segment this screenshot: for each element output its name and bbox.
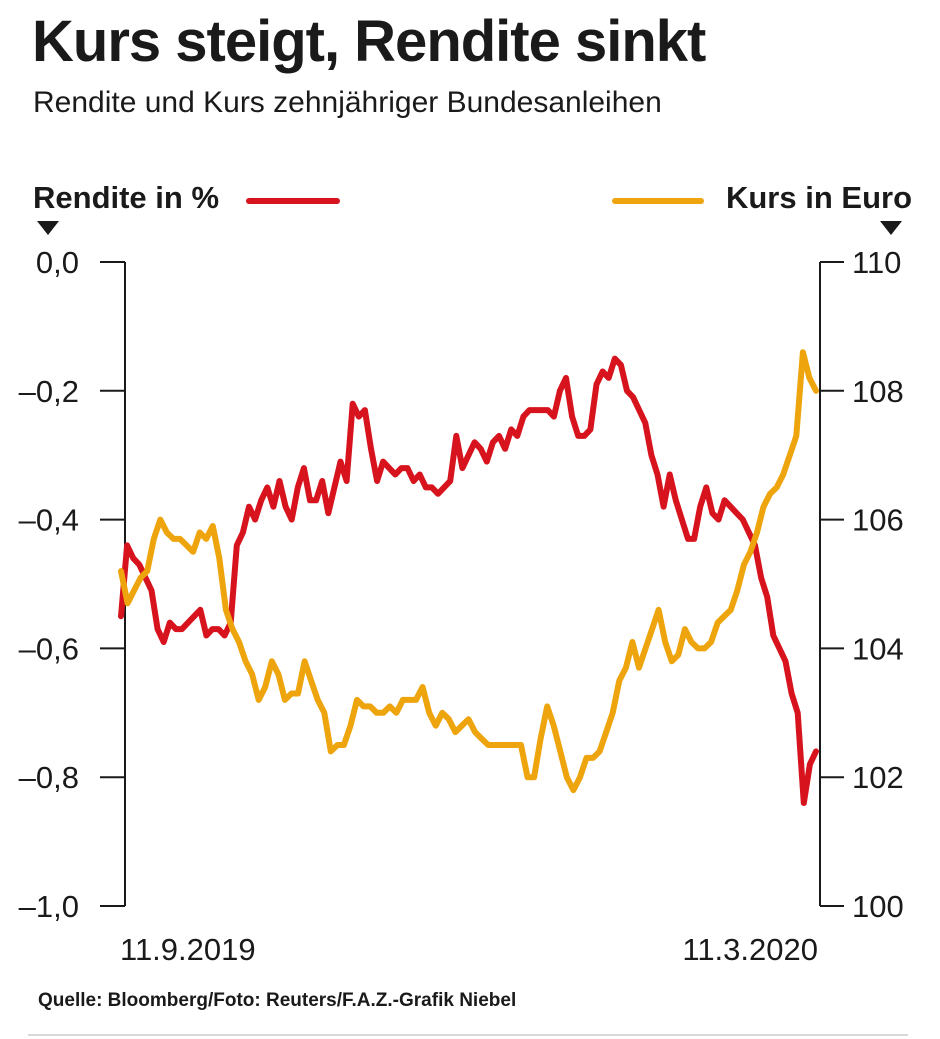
legend-kurs-swatch [612,198,704,204]
left-tick-label: –0,8 [19,760,79,795]
left-tick-label: 0,0 [36,245,79,280]
legend-kurs-label: Kurs in Euro [725,180,912,215]
rendite-series-line [118,355,819,806]
left-tick-label: –0,6 [19,631,79,666]
right-tick-label: 100 [852,889,904,924]
series-lines [118,349,819,806]
right-axis-marker-icon [880,221,902,235]
axis-labels: 0,0 –0,2 –0,4 –0,6 –0,8 –1,0 110 108 106 104 102 10… [19,245,904,967]
right-tick-label: 102 [852,760,904,795]
right-tick-label: 104 [852,631,904,666]
right-tick-label: 110 [852,245,901,280]
left-axis-marker-icon [37,221,59,235]
x-start-label: 11.9.2019 [120,932,256,967]
left-tick-label: –0,4 [19,503,79,538]
source-note: Quelle: Bloomberg/Foto: Reuters/F.A.Z.-G… [38,990,517,1011]
left-tick-label: –0,2 [19,374,79,409]
kurs-series-line [118,349,819,794]
axes [37,221,902,907]
legend-rendite-swatch [246,198,340,204]
legend-rendite-label: Rendite in % [33,180,220,215]
right-tick-label: 108 [852,374,904,409]
x-end-label: 11.3.2020 [682,932,818,967]
chart-subtitle: Rendite und Kurs zehnjähriger Bundesanle… [33,86,662,119]
right-tick-label: 106 [852,503,904,538]
left-tick-label: –1,0 [19,889,79,924]
divider [28,1034,908,1036]
chart-title: Kurs steigt, Rendite sinkt [32,9,706,74]
